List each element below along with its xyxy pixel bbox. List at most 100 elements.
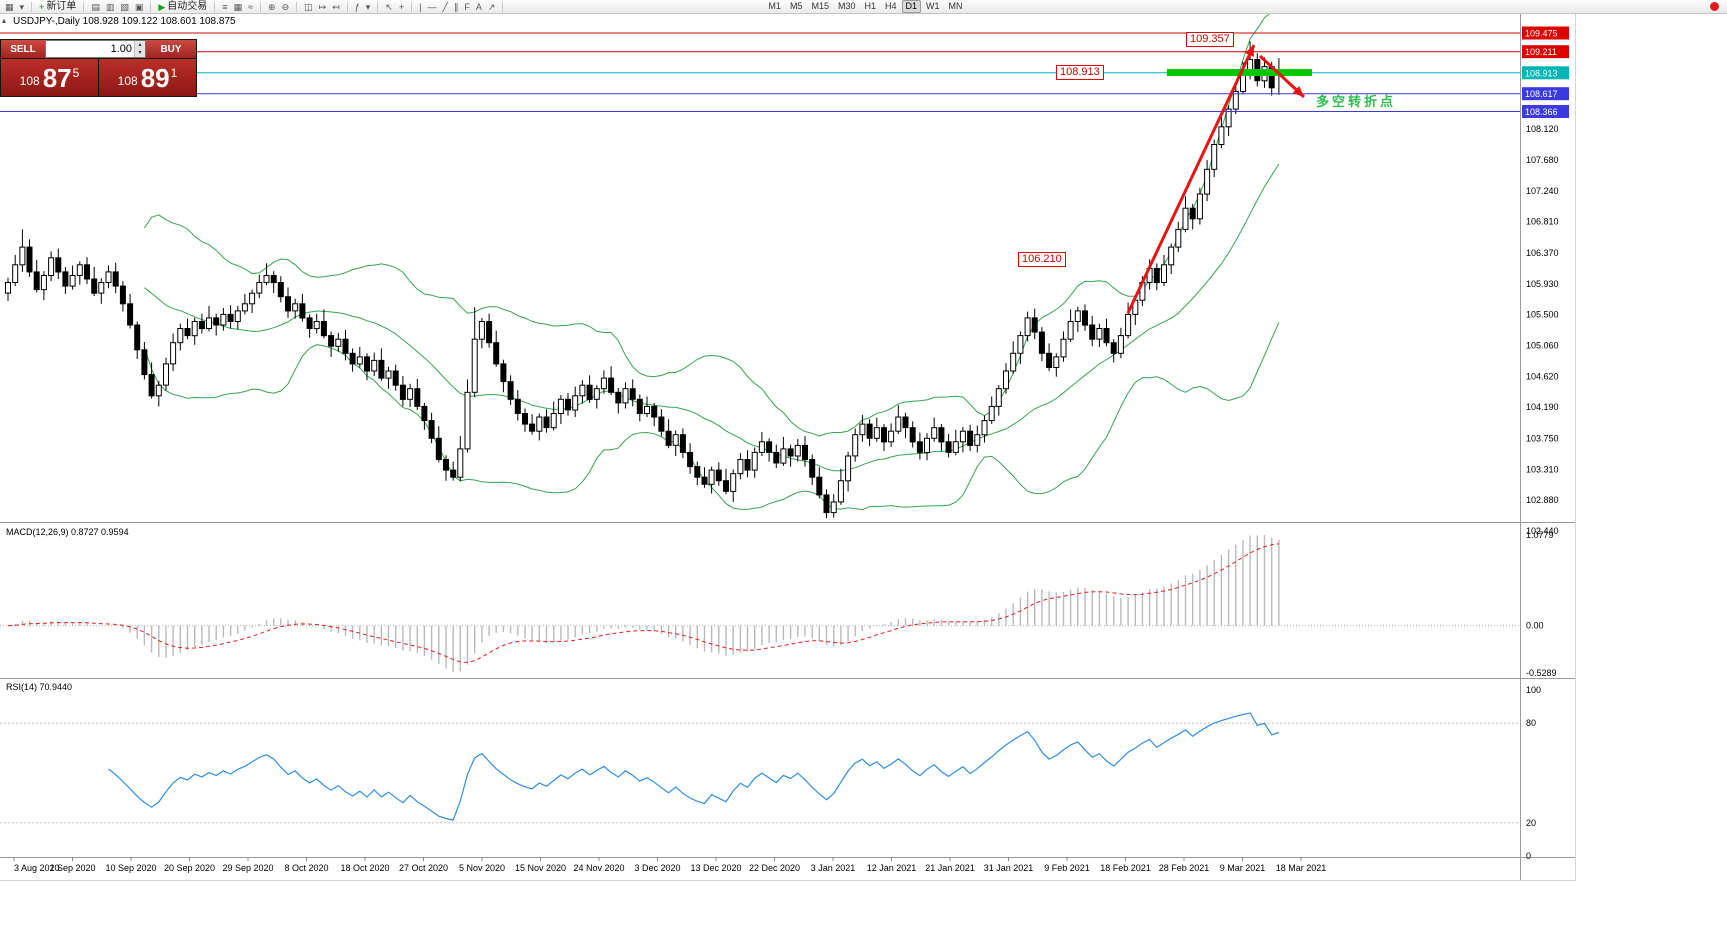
- market-watch[interactable]: ▤: [90, 1, 101, 13]
- rsi-axis-label: 0: [1526, 851, 1531, 861]
- navigator[interactable]: ▧: [119, 1, 130, 13]
- timeframe-mn[interactable]: MN: [948, 1, 963, 11]
- horizontal-line-tool[interactable]: —: [426, 1, 437, 13]
- fibonacci-tool[interactable]: F: [463, 1, 471, 13]
- toolbar-separator: [260, 1, 262, 12]
- timeframe-w1[interactable]: W1: [926, 1, 940, 11]
- timeframe-d1[interactable]: D1: [901, 0, 922, 13]
- x-axis-label: 1 Sep 2020: [49, 863, 95, 873]
- trend-arrow-up[interactable]: [1126, 44, 1256, 314]
- zoom-out[interactable]: ⊖: [281, 1, 291, 13]
- timeframe-m30[interactable]: M30: [837, 1, 856, 11]
- sell-price-button[interactable]: 108 87 5: [1, 59, 98, 96]
- zoom-in[interactable]: ⊕: [267, 1, 277, 13]
- line-chart-icon: ≈: [248, 1, 254, 12]
- toolbar-separator: [296, 1, 298, 12]
- bars-chart[interactable]: ≡: [221, 1, 228, 13]
- text-tool[interactable]: A: [475, 1, 483, 13]
- cursor-tool[interactable]: ↖: [384, 1, 394, 13]
- data-window[interactable]: ▥: [105, 1, 116, 13]
- x-axis-label: 5 Nov 2020: [459, 863, 505, 873]
- price-tag: [1522, 105, 1569, 118]
- price-callout[interactable]: 108.913: [1056, 65, 1104, 80]
- price-callout[interactable]: 106.210: [1018, 252, 1066, 267]
- trend-arrow-down-head: [1292, 86, 1304, 97]
- candlestick-series: [5, 41, 1282, 519]
- arrow-tool-icon: ↗: [487, 1, 496, 12]
- auto-scroll[interactable]: ↦: [318, 1, 328, 13]
- indicators-dropdown[interactable]: ▾: [365, 1, 372, 13]
- trendline-tool-icon: ╱: [442, 1, 448, 12]
- channel-tool[interactable]: ∥: [453, 1, 460, 13]
- tile-windows[interactable]: ◫: [303, 1, 314, 13]
- rsi-indicator-label: RSI(14) 70.9440: [6, 682, 73, 692]
- sell-price-pips: 87: [42, 62, 72, 93]
- x-axis-label: 18 Feb 2021: [1100, 863, 1151, 873]
- sell-button[interactable]: SELL: [1, 40, 45, 58]
- indicators-dropdown-icon: ▾: [365, 1, 371, 12]
- timeframe-m5[interactable]: M5: [789, 1, 803, 11]
- text-tool-icon: A: [475, 1, 482, 12]
- timeframe-m15[interactable]: M15: [811, 1, 829, 11]
- terminal[interactable]: ▣: [134, 1, 145, 13]
- chart-dropdown[interactable]: ▾: [19, 1, 26, 13]
- candlestick-chart[interactable]: ▦: [233, 1, 244, 13]
- toolbar-separator: [83, 1, 85, 12]
- autotrading-button[interactable]: ▶ 自动交易: [157, 1, 208, 13]
- x-axis-label: 22 Dec 2020: [749, 863, 800, 873]
- timeframe-h4[interactable]: H4: [885, 1, 897, 11]
- timeframe-m1[interactable]: M1: [768, 1, 781, 11]
- main-toolbar: ▦ ▾ + 新订单 ▤ ▥ ▧ ▣ ▶ 自动交易 ≡ ▦ ≈ ⊕ ⊖ ◫ ↦ ↤ ƒ ▾ ↖ + | — ╱ ∥ F A ↗ M1 M5 M…: [0, 0, 1727, 14]
- symbol-ohlc-line: USDJPY-,Daily 108.928 109.122 108.601 10…: [13, 16, 236, 27]
- buy-button[interactable]: BUY: [146, 40, 196, 58]
- chart-dropdown-icon: ▾: [19, 1, 25, 12]
- rsi-axis-label: 20: [1526, 818, 1536, 828]
- timeframe-h1[interactable]: H1: [864, 1, 876, 11]
- x-axis-label: 9 Feb 2021: [1044, 863, 1090, 873]
- toolbar-separator: [346, 1, 348, 12]
- x-axis-label: 3 Jan 2021: [811, 863, 856, 873]
- macd-signal-line: [7, 543, 1279, 663]
- main-price-pane: [0, 5, 1520, 519]
- chart-shift[interactable]: ↤: [331, 1, 341, 13]
- autotrading-button-icon: ▶: [158, 1, 166, 12]
- x-axis-label: 3 Aug 2020: [14, 863, 60, 873]
- volume-input[interactable]: [46, 41, 134, 57]
- trend-arrow-up-head: [1244, 45, 1254, 57]
- autotrading-button-label: 自动交易: [167, 0, 208, 12]
- turning-point-label[interactable]: 多空转折点: [1316, 94, 1397, 109]
- buy-price-button[interactable]: 108 89 1: [99, 59, 196, 96]
- macd-pane: [0, 535, 1520, 672]
- indicators[interactable]: ƒ: [354, 1, 361, 13]
- volume-up-icon[interactable]: ▴: [138, 42, 142, 48]
- volume-input-wrap: ▴ ▾: [45, 40, 146, 58]
- chart-window[interactable]: ▦: [4, 1, 15, 13]
- x-axis-label: 10 Sep 2020: [105, 863, 156, 873]
- x-axis-label: 9 Mar 2021: [1220, 863, 1266, 873]
- x-axis-label: 20 Sep 2020: [164, 863, 215, 873]
- y-axis-label: 106.370: [1526, 248, 1559, 258]
- bars-chart-icon: ≡: [222, 1, 228, 12]
- x-axis-label: 29 Sep 2020: [222, 863, 273, 873]
- y-axis-label: 102.440: [1526, 526, 1559, 536]
- tile-windows-icon: ◫: [304, 1, 313, 12]
- volume-down-icon[interactable]: ▾: [138, 50, 142, 56]
- line-chart[interactable]: ≈: [247, 1, 254, 13]
- panel-collapse-icon[interactable]: ▴: [2, 16, 7, 25]
- new-order-button[interactable]: + 新订单: [38, 1, 77, 13]
- indicators-icon: ƒ: [354, 1, 360, 12]
- price-tag-label: 108.366: [1525, 107, 1558, 117]
- price-tag: [1522, 26, 1569, 40]
- trendline-tool[interactable]: ╱: [441, 1, 448, 13]
- rsi-line: [108, 712, 1280, 821]
- bollinger-band-mid: [144, 163, 1280, 472]
- arrow-tool[interactable]: ↗: [487, 1, 497, 13]
- x-axis-label: 13 Dec 2020: [690, 863, 741, 873]
- crosshair-tool-icon: +: [398, 1, 405, 12]
- crosshair-tool[interactable]: +: [398, 1, 405, 13]
- bollinger-band-up: [143, 5, 1280, 437]
- price-callout[interactable]: 109.357: [1186, 32, 1234, 47]
- vertical-line-tool[interactable]: |: [418, 1, 422, 13]
- y-axis-label: 105.930: [1526, 279, 1559, 289]
